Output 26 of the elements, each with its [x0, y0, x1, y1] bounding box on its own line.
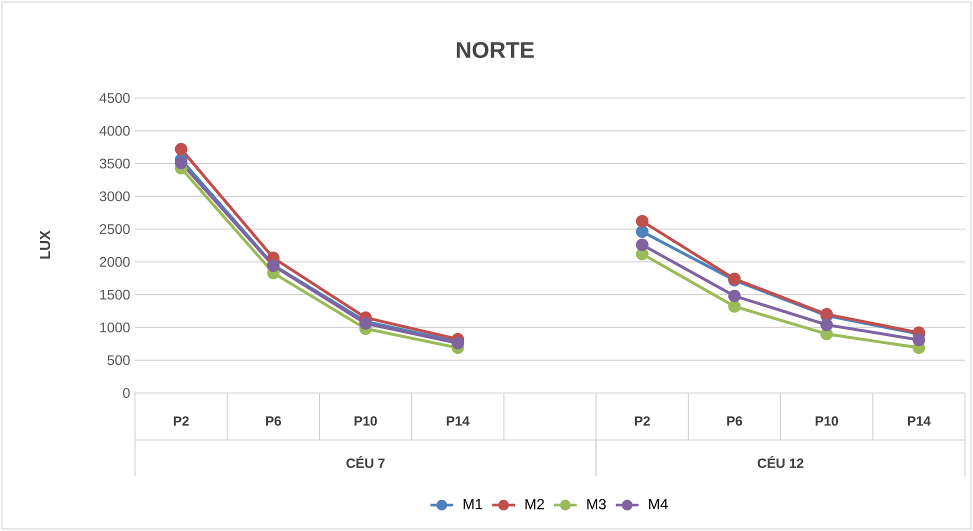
x-tick-label: P2 [174, 416, 189, 426]
x-tick-label: P6 [727, 416, 742, 426]
y-tick-label: 2000 [100, 256, 130, 267]
legend-label: M4 [649, 499, 668, 510]
text: CÉU 12 [758, 456, 804, 468]
y-tick-label: 4000 [99, 126, 130, 136]
y-tick-label: 4500 [99, 93, 130, 103]
legend-label: M2 [526, 498, 544, 510]
y-tick-label: 1000 [100, 322, 130, 332]
y-tick-label: 0 [123, 388, 130, 398]
text: CÉU 7 [346, 456, 385, 468]
x-tick-label: P2 [634, 416, 650, 426]
x-tick-label: P6 [266, 416, 282, 426]
y-tick-label: 3000 [100, 191, 130, 202]
y-tick-label: 2500 [100, 224, 130, 234]
legend-label: M3 [587, 498, 606, 510]
x-tick-label: P14 [446, 416, 470, 426]
x-tick-label: P10 [354, 416, 377, 426]
legend-label: M1 [464, 499, 482, 510]
x-tick-label: P14 [908, 416, 931, 426]
y-axis-title: LUX [40, 230, 50, 259]
chart-title: NORTE [456, 42, 534, 58]
y-tick-label: 3500 [100, 158, 130, 169]
y-tick-label: 500 [108, 355, 130, 366]
x-tick-label: P10 [816, 416, 838, 426]
y-tick-label: 1500 [100, 290, 130, 300]
